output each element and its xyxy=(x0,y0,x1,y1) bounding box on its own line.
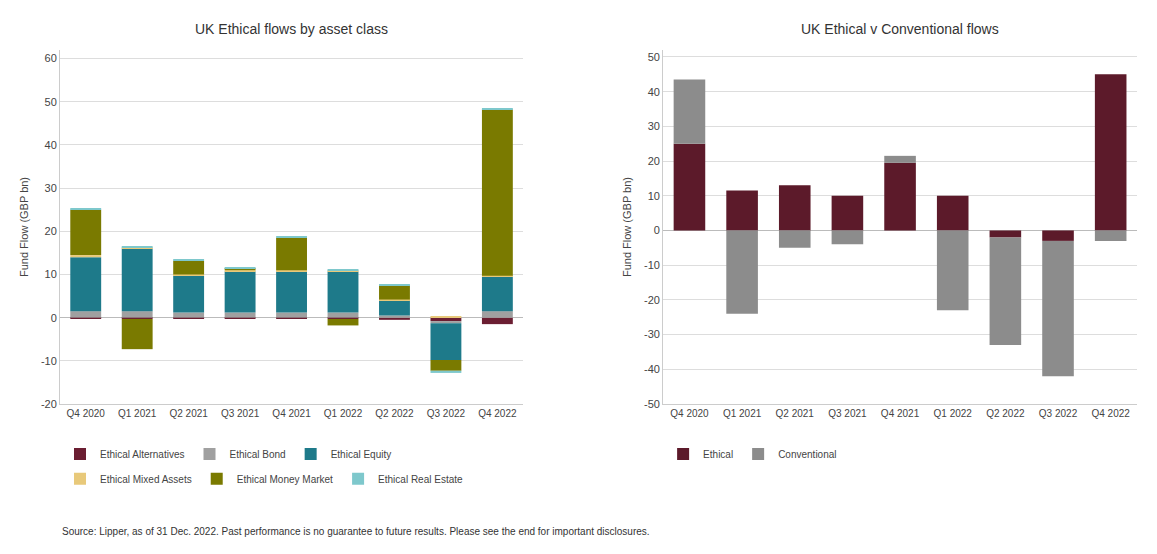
svg-text:Q4 2021: Q4 2021 xyxy=(272,408,311,419)
svg-text:-10: -10 xyxy=(644,259,660,271)
svg-text:Q4 2022: Q4 2022 xyxy=(478,408,517,419)
svg-text:40: 40 xyxy=(648,86,660,98)
svg-text:Ethical Mixed Assets: Ethical Mixed Assets xyxy=(100,474,192,485)
svg-text:40: 40 xyxy=(45,139,57,151)
svg-text:Q2 2022: Q2 2022 xyxy=(375,408,414,419)
svg-text:Q2 2021: Q2 2021 xyxy=(776,408,815,419)
svg-text:Q3 2022: Q3 2022 xyxy=(427,408,466,419)
svg-text:50: 50 xyxy=(45,96,57,108)
svg-text:Q2 2022: Q2 2022 xyxy=(986,408,1025,419)
svg-text:0: 0 xyxy=(51,312,57,324)
svg-text:Q3 2021: Q3 2021 xyxy=(828,408,867,419)
svg-text:UK Ethical v Conventional flow: UK Ethical v Conventional flows xyxy=(801,21,999,37)
svg-text:Ethical Real Estate: Ethical Real Estate xyxy=(378,474,463,485)
svg-text:Q2 2021: Q2 2021 xyxy=(169,408,208,419)
svg-text:50: 50 xyxy=(648,51,660,63)
svg-text:-30: -30 xyxy=(644,328,660,340)
svg-text:Q1 2022: Q1 2022 xyxy=(934,408,973,419)
svg-text:Fund Flow (GBP bn): Fund Flow (GBP bn) xyxy=(621,177,633,277)
svg-text:Q4 2020: Q4 2020 xyxy=(67,408,106,419)
svg-text:Q1 2021: Q1 2021 xyxy=(723,408,762,419)
svg-text:10: 10 xyxy=(648,190,660,202)
svg-text:-50: -50 xyxy=(644,398,660,410)
svg-text:Ethical Alternatives: Ethical Alternatives xyxy=(100,449,185,460)
svg-text:-10: -10 xyxy=(41,355,57,367)
svg-text:Q3 2022: Q3 2022 xyxy=(1039,408,1078,419)
svg-text:Conventional: Conventional xyxy=(778,449,836,460)
svg-text:Q4 2021: Q4 2021 xyxy=(881,408,920,419)
svg-text:Ethical Bond: Ethical Bond xyxy=(230,449,286,460)
svg-text:-40: -40 xyxy=(644,363,660,375)
svg-text:0: 0 xyxy=(654,224,660,236)
svg-text:Q1 2022: Q1 2022 xyxy=(324,408,363,419)
svg-text:Ethical Money Market: Ethical Money Market xyxy=(237,474,333,485)
svg-text:20: 20 xyxy=(648,155,660,167)
svg-text:Fund Flow (GBP bn): Fund Flow (GBP bn) xyxy=(18,177,30,277)
svg-text:20: 20 xyxy=(45,225,57,237)
svg-text:60: 60 xyxy=(45,52,57,64)
svg-text:Q1 2021: Q1 2021 xyxy=(118,408,157,419)
svg-text:30: 30 xyxy=(648,120,660,132)
svg-text:Ethical: Ethical xyxy=(703,449,733,460)
svg-text:10: 10 xyxy=(45,268,57,280)
svg-text:30: 30 xyxy=(45,182,57,194)
svg-text:-20: -20 xyxy=(41,398,57,410)
svg-text:Source: Lipper, as of 31 Dec.: Source: Lipper, as of 31 Dec. 2022. Past… xyxy=(62,526,650,537)
svg-text:Q3 2021: Q3 2021 xyxy=(221,408,260,419)
svg-text:UK Ethical flows by asset clas: UK Ethical flows by asset class xyxy=(195,21,388,37)
svg-text:-20: -20 xyxy=(644,294,660,306)
svg-text:Q4 2022: Q4 2022 xyxy=(1091,408,1130,419)
svg-text:Ethical Equity: Ethical Equity xyxy=(331,449,392,460)
svg-text:Q4 2020: Q4 2020 xyxy=(670,408,709,419)
